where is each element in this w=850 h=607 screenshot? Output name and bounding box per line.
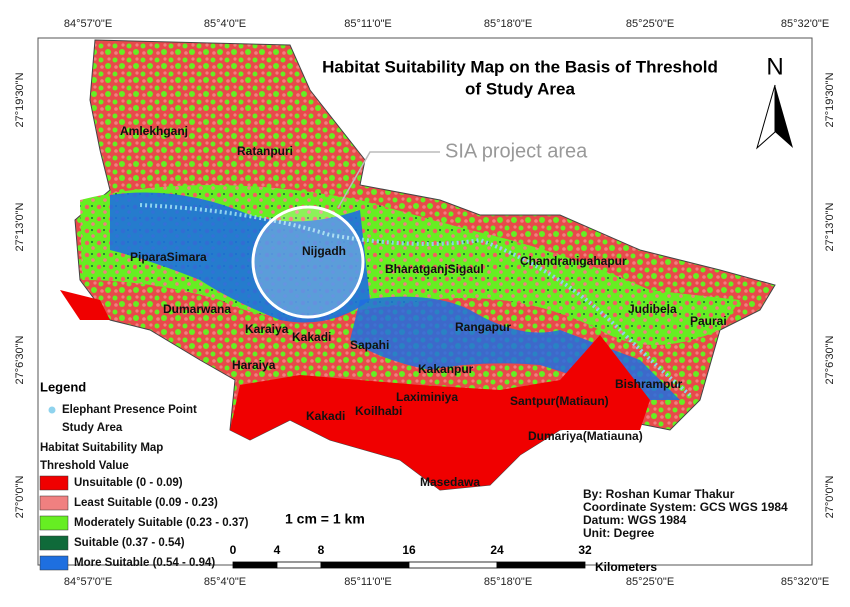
scale-tick-label: 4	[274, 543, 281, 557]
longitude-label: 85°11'0"E	[344, 18, 392, 30]
scale-segment	[320, 561, 410, 569]
scale-tick-label: 8	[318, 543, 325, 557]
longitude-label: 85°4'0"E	[204, 576, 246, 588]
latitude-label: 27°19'30"N	[824, 72, 836, 127]
legend-item: Elephant Presence Point	[62, 404, 197, 416]
place-label: Amlekhganj	[120, 124, 188, 138]
legend-title: Legend	[40, 379, 86, 394]
legend-item: Least Suitable (0.09 - 0.23)	[74, 497, 218, 509]
latitude-label: 27°0'0"N	[824, 476, 836, 519]
place-label: Chandranigahapur	[520, 254, 627, 268]
place-label: Paurai	[690, 314, 727, 328]
place-label: Laximiniya	[396, 390, 458, 404]
place-label: Sapahi	[350, 338, 389, 352]
longitude-label: 85°25'0"E	[626, 18, 674, 30]
place-label: Koilhabi	[355, 404, 402, 418]
place-label: Dumariya(Matiauna)	[528, 429, 643, 443]
credit-line: Coordinate System: GCS WGS 1984	[583, 500, 788, 514]
place-label: Haraiya	[232, 358, 276, 372]
legend-item: Study Area	[62, 422, 123, 434]
place-label: Masedawa	[420, 475, 480, 489]
legend-item: Suitable (0.37 - 0.54)	[74, 537, 185, 549]
legend: Legend Elephant Presence Point Study Are…	[40, 379, 197, 472]
longitude-label: 85°4'0"E	[204, 18, 246, 30]
longitude-label: 85°32'0"E	[781, 576, 829, 588]
north-label: N	[766, 53, 783, 80]
scale-tick-label: 16	[402, 543, 416, 557]
legend-swatch	[39, 535, 69, 551]
legend-item: Moderately Suitable (0.23 - 0.37)	[74, 517, 249, 529]
credit-line: Datum: WGS 1984	[583, 513, 687, 527]
place-label: Judibela	[628, 302, 677, 316]
legend-heading: Habitat Suitability Map	[40, 442, 163, 454]
latitude-label: 27°6'30"N	[14, 335, 26, 384]
place-label: Rangapur	[455, 320, 511, 334]
scale-segment	[408, 561, 498, 569]
scale-text: 1 cm = 1 km	[285, 511, 365, 527]
north-arrow: N	[756, 53, 793, 150]
place-label: Kakadi	[292, 330, 331, 344]
legend-item: More Suitable (0.54 - 0.94)	[74, 557, 215, 569]
callout-label: SIA project area	[445, 140, 588, 162]
legend-swatch	[39, 475, 69, 491]
legend-swatch	[39, 515, 69, 531]
legend-swatch	[39, 495, 69, 511]
scale-tick-label: 0	[230, 543, 237, 557]
map-title: Habitat Suitability Map on the Basis of …	[322, 57, 718, 76]
latitude-label: 27°13'0"N	[824, 202, 836, 251]
longitude-label: 85°25'0"E	[626, 576, 674, 588]
place-label: Santpur(Matiaun)	[510, 394, 609, 408]
place-label: Dumarwana	[163, 302, 231, 316]
longitude-label: 85°32'0"E	[781, 18, 829, 30]
place-label: Ratanpuri	[237, 144, 293, 158]
place-label: PiparaSimara	[130, 250, 207, 264]
place-label: Nijgadh	[302, 244, 346, 258]
scale-segment	[276, 561, 322, 569]
scale-segment	[496, 561, 586, 569]
place-label: Kakanpur	[418, 362, 474, 376]
latitude-label: 27°19'30"N	[14, 72, 26, 127]
credit-line: Unit: Degree	[583, 526, 655, 540]
longitude-label: 85°11'0"E	[344, 576, 392, 588]
legend-swatch	[39, 555, 69, 571]
study-area-map	[60, 39, 776, 491]
legend-item: Unsuitable (0 - 0.09)	[74, 477, 183, 489]
credit-line: By: Roshan Kumar Thakur	[583, 487, 735, 501]
longitude-label: 84°57'0"E	[64, 576, 112, 588]
legend-heading: Threshold Value	[40, 460, 129, 472]
place-label: BharatganjSigaul	[385, 262, 484, 276]
latitude-label: 27°0'0"N	[14, 476, 26, 519]
scale-segment	[232, 561, 278, 569]
latitude-label: 27°6'30"N	[824, 335, 836, 384]
place-label: Kakadi	[306, 409, 345, 423]
scale-tick-label: 32	[578, 543, 592, 557]
scale-tick-label: 24	[490, 543, 504, 557]
latitude-label: 27°13'0"N	[14, 202, 26, 251]
place-label: Karaiya	[245, 322, 289, 336]
longitude-label: 85°18'0"E	[484, 18, 532, 30]
longitude-label: 85°18'0"E	[484, 576, 532, 588]
scale-unit: Kilometers	[595, 560, 657, 574]
longitude-label: 84°57'0"E	[64, 18, 112, 30]
map-title: of Study Area	[465, 79, 575, 98]
place-label: Bishrampur	[615, 377, 683, 391]
